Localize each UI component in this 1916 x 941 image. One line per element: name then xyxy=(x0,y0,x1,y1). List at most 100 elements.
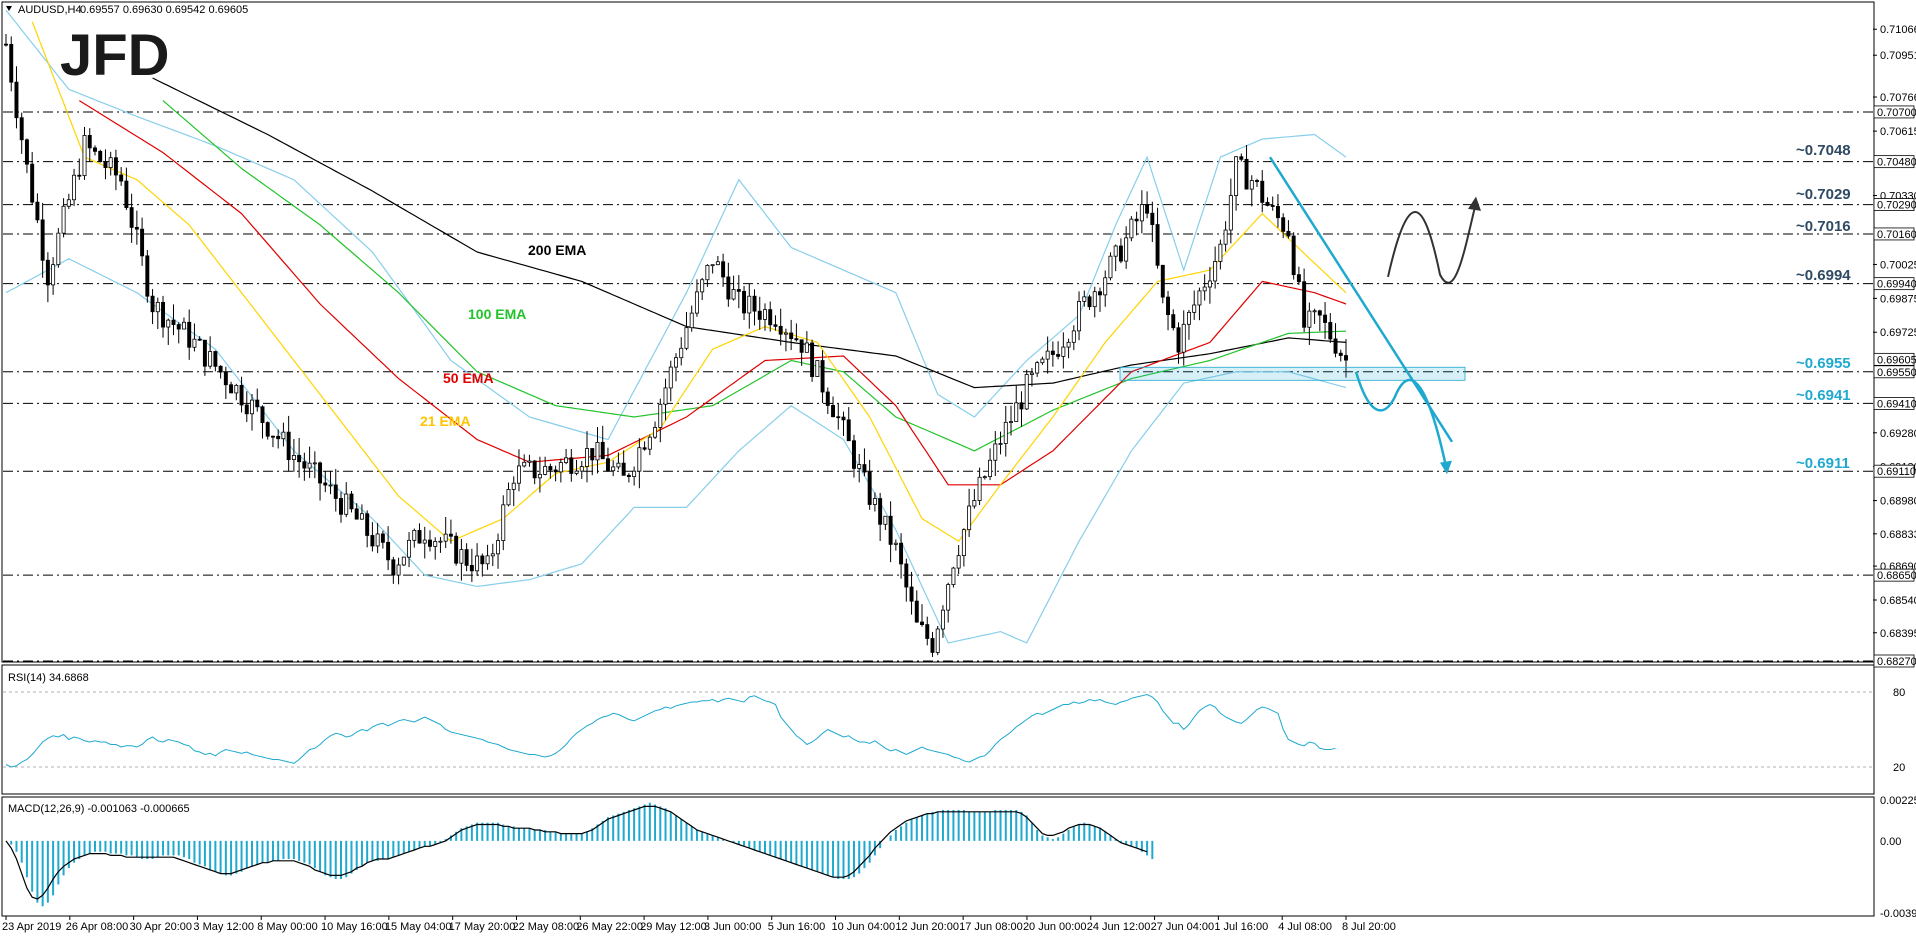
candle-body xyxy=(1061,346,1066,357)
candle-body xyxy=(867,471,872,505)
candle-body xyxy=(312,462,317,465)
candle-body xyxy=(412,529,417,541)
macd-signal-line xyxy=(5,805,1148,900)
candle-body xyxy=(841,416,846,421)
candle-body xyxy=(1234,156,1239,197)
candle-body xyxy=(1244,158,1249,190)
collapse-triangle-icon[interactable] xyxy=(6,6,12,11)
time-tick-label: 5 Jun 16:00 xyxy=(768,921,826,933)
time-tick-label: 8 May 00:00 xyxy=(257,921,318,933)
level-label-06994: ~0.6994 xyxy=(1796,267,1851,284)
price-tick-label: 0.71066 xyxy=(1880,24,1916,36)
candle-body xyxy=(1228,195,1233,231)
candle-body xyxy=(872,498,877,505)
candle-body xyxy=(87,135,92,149)
price-tick-label: 0.68980 xyxy=(1880,496,1916,508)
time-tick-label: 15 May 04:00 xyxy=(385,921,452,933)
candle-body xyxy=(1056,354,1061,357)
time-tick-label: 3 May 12:00 xyxy=(193,921,254,933)
candle-body xyxy=(1323,314,1328,323)
candle-body xyxy=(862,464,867,473)
candle-body xyxy=(82,135,87,177)
candle-body xyxy=(590,448,595,461)
candle-body xyxy=(851,440,856,469)
rsi-level-label: 20 xyxy=(1893,762,1905,774)
candle-body xyxy=(480,555,485,565)
downtrend-line[interactable] xyxy=(1268,156,1454,443)
candle-body xyxy=(323,482,328,486)
candle-body xyxy=(1040,358,1045,364)
candle-body xyxy=(726,276,731,300)
candle-body xyxy=(255,399,260,408)
level-value-label: 0.70480 xyxy=(1877,157,1916,169)
level-value-box xyxy=(1873,227,1915,241)
candle-body xyxy=(595,441,600,461)
level-value-label: 0.69605 xyxy=(1877,354,1916,366)
level-value-label: 0.68650 xyxy=(1877,570,1916,582)
candle-body xyxy=(674,357,678,368)
candle-body xyxy=(244,404,249,415)
candle-body xyxy=(124,180,129,208)
candle-body xyxy=(998,443,1003,445)
candle-body xyxy=(1181,323,1186,353)
candle-body xyxy=(789,332,794,340)
candle-body xyxy=(1092,291,1097,308)
candle-body xyxy=(213,351,218,367)
candle-body xyxy=(192,338,197,348)
candle-body xyxy=(553,469,558,473)
candle-body xyxy=(208,351,213,367)
candle-body xyxy=(930,638,935,653)
time-tick-label: 26 Apr 08:00 xyxy=(66,921,128,933)
candle-body xyxy=(475,555,480,572)
level-value-box xyxy=(1873,464,1915,478)
macd-tick-label: -0.003972 xyxy=(1880,908,1916,920)
time-tick-label: 17 Jun 08:00 xyxy=(959,921,1023,933)
candle-body xyxy=(485,555,490,565)
candle-body xyxy=(302,461,307,469)
bearish-scenario-path xyxy=(1354,371,1448,467)
candle-body xyxy=(354,508,359,520)
ohlc-readout: 0.69557 0.69630 0.69542 0.69605 xyxy=(80,4,248,16)
candle-body xyxy=(19,117,24,141)
level-value-box xyxy=(1873,397,1915,410)
candle-body xyxy=(155,302,160,313)
candle-body xyxy=(119,174,124,182)
time-tick-label: 10 May 16:00 xyxy=(321,921,388,933)
candle-body xyxy=(920,621,924,625)
candle-body xyxy=(1071,330,1076,343)
candle-body xyxy=(1176,327,1181,353)
level-value-box xyxy=(1873,155,1915,169)
level-label-06911: ~0.6911 xyxy=(1796,455,1850,472)
candle-body xyxy=(857,464,862,469)
bollinger-upper-band xyxy=(5,9,1347,441)
candle-body xyxy=(1166,296,1171,316)
candle-body xyxy=(736,289,741,292)
candle-body xyxy=(40,219,45,261)
candle-body xyxy=(967,505,972,531)
price-tick-label: 0.69875 xyxy=(1880,293,1916,305)
bollinger-lower-band xyxy=(5,258,1347,644)
candle-body xyxy=(1344,355,1348,361)
candle-body xyxy=(1291,235,1296,276)
candle-body xyxy=(836,416,841,419)
macd-tick-label: 0.002251 xyxy=(1880,795,1916,807)
candle-body xyxy=(825,391,830,406)
candle-body xyxy=(731,289,736,300)
candle-body xyxy=(1302,281,1307,328)
candle-body xyxy=(270,435,275,438)
candle-body xyxy=(956,555,961,569)
candle-body xyxy=(4,43,8,46)
ema50-line xyxy=(78,100,1347,486)
candle-body xyxy=(878,498,883,525)
level-value-label: 0.68270 xyxy=(1877,656,1916,668)
candle-body xyxy=(469,564,474,572)
candle-body xyxy=(1155,224,1160,266)
macd-label: MACD(12,26,9) -0.001063 -0.000665 xyxy=(8,803,190,815)
candle-body xyxy=(98,150,103,163)
candle-body xyxy=(1050,350,1055,355)
candle-body xyxy=(433,541,438,547)
ema100-label: 100 EMA xyxy=(468,306,526,322)
level-label-07016: ~0.7016 xyxy=(1796,218,1851,235)
